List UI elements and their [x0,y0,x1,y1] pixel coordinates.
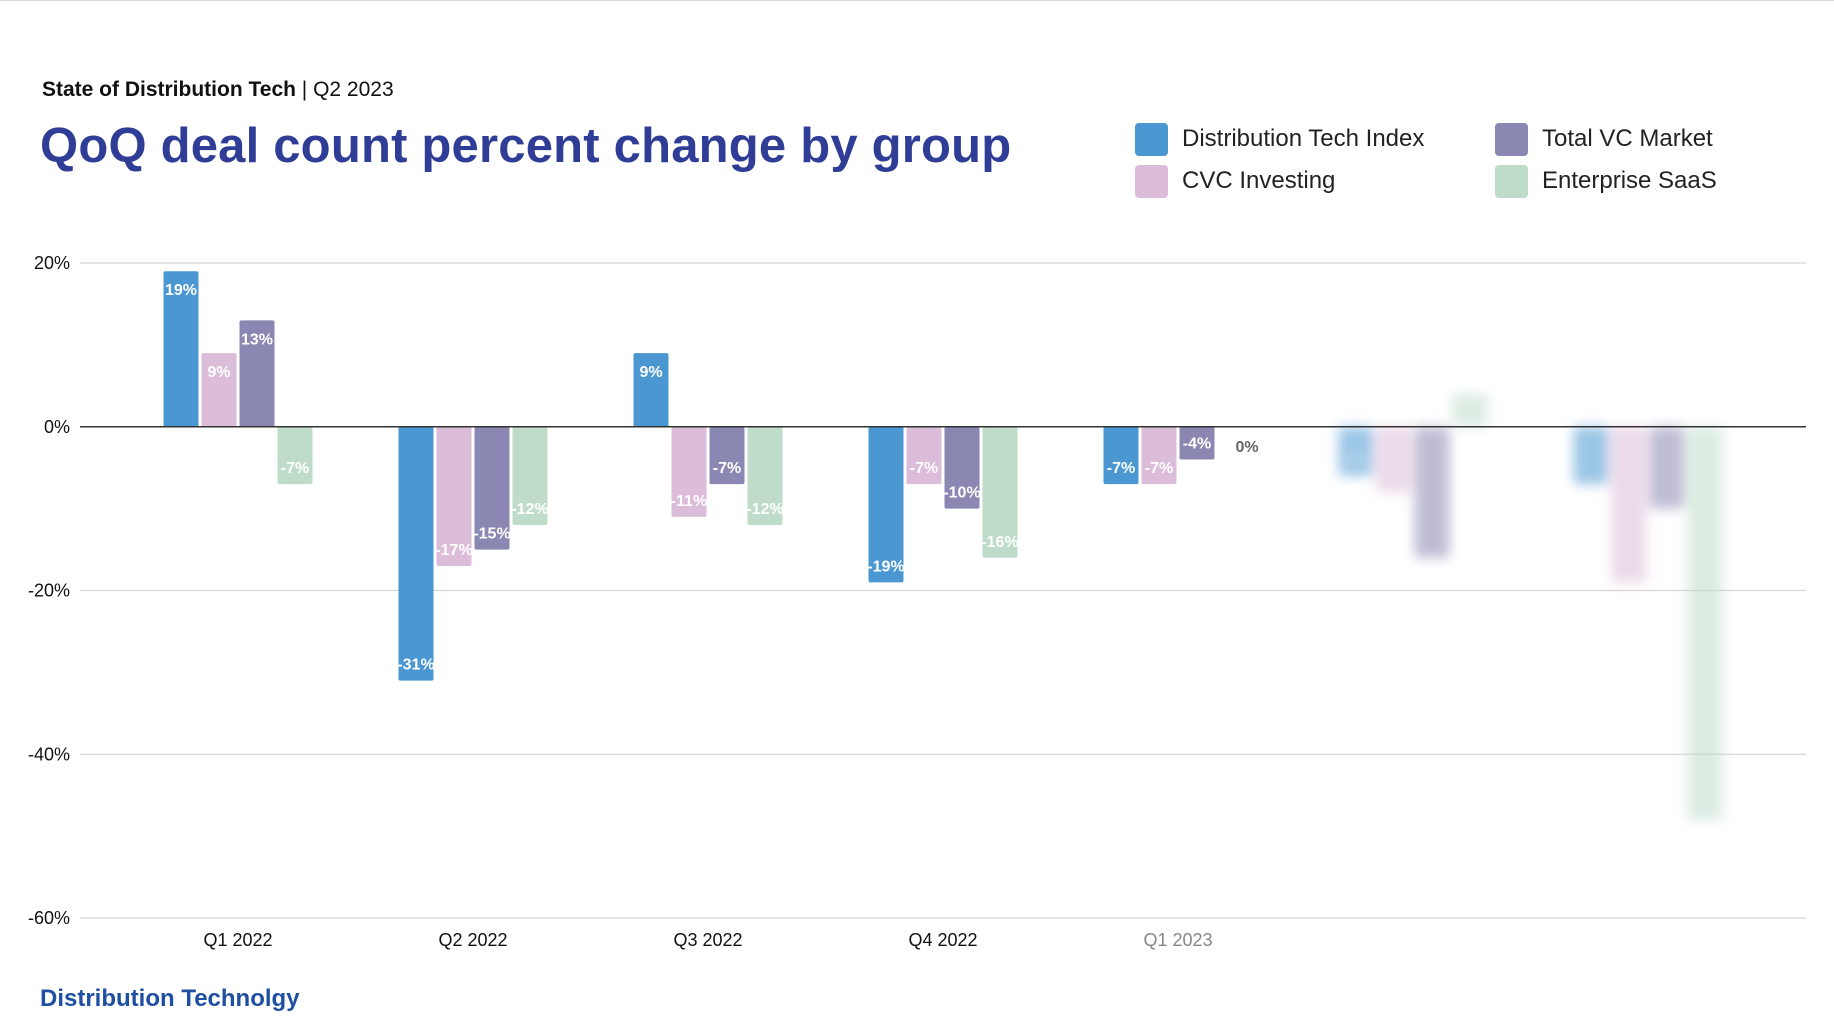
bar-value-label: -4% [1183,436,1211,453]
x-tick-label: Q2 2022 [438,930,507,950]
bar-label-group: -6% [1342,452,1370,469]
bar [1179,426,1215,460]
legend-swatch-enterprise-saas [1495,164,1528,198]
legend-swatch-cvc-investing [1135,164,1168,198]
bar-label-group: -19% -7% -10% -16% [867,460,1018,575]
bar-group [1338,394,1488,558]
bar [944,426,980,509]
bar-group [1573,426,1723,820]
bar-value-label: -7% [910,460,938,477]
report-name: State of Distribution Tech [42,78,296,101]
bar-value-label: -7% [713,460,741,477]
y-tick-label: -20% [28,581,70,601]
bar [436,426,472,566]
x-tick-label: Q4 2022 [908,930,977,950]
report-kicker: State of Distribution Tech | Q2 2023 [42,78,394,102]
bar [671,426,707,517]
bar-value-label: -7% [1145,460,1173,477]
bar-group [398,426,548,681]
bar-label-group: 9% -11% -7% -12% [639,364,783,518]
bar-value-label: -15% [473,526,510,543]
legend-swatch-distribution-tech-index [1135,122,1168,156]
report-period: | Q2 2023 [295,78,394,101]
bar-group [633,353,783,525]
legend-item-enterprise-saas: Enterprise SaaS [1495,164,1717,198]
bar-value-label: -7% [1107,460,1135,477]
bar-value-label: -19% [867,558,904,575]
bar-group [1103,426,1215,485]
bar-label-group: -31% -17%-15%-12% [397,501,548,674]
legend-label-enterprise-saas: Enterprise SaaS [1542,167,1717,194]
grid-lines [80,262,1806,919]
bar [747,426,783,525]
bar [201,353,237,427]
y-tick-label: 0% [44,417,70,437]
y-axis: 20% 0% -20% -40% -60% [28,253,70,928]
bar [1414,426,1450,558]
footer-brand: Distribution Technolgy [40,985,300,1012]
bar [1452,394,1488,427]
bar [982,426,1018,558]
top-divider [0,0,1834,1]
bar [633,353,669,427]
data-labels: 19%9%13%-7%-31%-17%-15%-12%9%-11%-7%-12%… [165,282,1370,673]
bar-value-label: 9% [639,364,662,381]
bar-group [163,271,313,485]
bar-value-label: -12% [511,501,548,518]
bar-value-label: -6% [1342,452,1370,469]
bar [474,426,510,550]
legend-swatch-total-vc-market [1495,122,1528,156]
bars [163,271,1723,820]
legend-label-total-vc-market: Total VC Market [1542,125,1713,152]
bar-value-label: 0% [1235,439,1258,456]
bar-label-group: 19% 9% 13% -7% [165,282,309,477]
bar [868,426,904,583]
bar [1103,426,1139,485]
bar [1573,426,1609,485]
x-axis: Q1 2022 Q2 2022 Q3 2022 Q4 2022 Q1 2023 [203,930,1212,950]
bar [277,426,313,485]
chart-title: QoQ deal count percent change by group [40,119,1012,173]
legend-item-cvc-investing: CVC Investing [1135,164,1335,198]
y-tick-label: 20% [34,253,70,273]
bar [1141,426,1177,485]
bar-value-label: 9% [207,364,230,381]
bar-value-label: -17% [435,542,472,559]
legend-item-distribution-tech-index: Distribution Tech Index [1135,122,1424,156]
y-tick-label: -60% [28,908,70,928]
bar-value-label: -11% [671,493,707,510]
bar [239,320,275,427]
bar-value-label: 13% [241,331,273,348]
bar-value-label: -12% [746,501,783,518]
x-tick-label: Q1 2023 [1143,930,1212,950]
bar-value-label: -31% [397,657,434,674]
x-tick-label: Q3 2022 [673,930,742,950]
bar [1376,426,1412,493]
bar-label-group: -7% -7% -4% 0% [1107,436,1259,478]
bar [1338,426,1374,476]
bar-value-label: 19% [165,282,197,299]
y-tick-label: -40% [28,744,70,764]
bar [709,426,745,485]
legend-label-cvc-investing: CVC Investing [1182,167,1336,194]
bar-value-label: -16% [981,534,1018,551]
bar-group [868,426,1018,583]
legend-item-total-vc-market: Total VC Market [1495,122,1713,156]
bar [1649,426,1685,509]
x-tick-label: Q1 2022 [203,930,272,950]
legend-label-distribution-tech-index: Distribution Tech Index [1182,125,1425,152]
bar-value-label: -7% [281,460,309,477]
bar [1687,426,1723,820]
bar [512,426,548,525]
bar [906,426,942,485]
bar-value-label: -10% [943,485,980,502]
bar [398,426,434,681]
bar [163,271,199,427]
bar [1611,426,1647,583]
